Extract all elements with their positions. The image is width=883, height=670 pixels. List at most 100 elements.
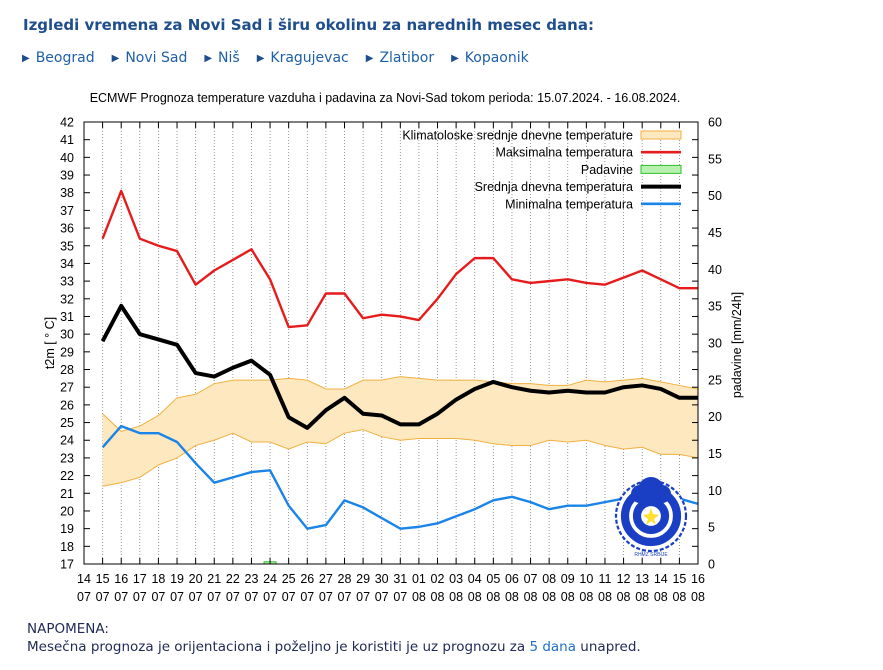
x-tick-label-month: 08 (412, 590, 426, 604)
y2-tick-label: 40 (708, 263, 722, 277)
x-tick-label-month: 08 (598, 590, 612, 604)
y-tick-label: 36 (60, 222, 74, 236)
city-link-novi-sad[interactable]: ▶ Novi Sad (112, 50, 188, 66)
x-tick-label-day: 15 (96, 572, 110, 586)
y-tick-label: 37 (60, 204, 74, 218)
y-tick-label: 34 (60, 257, 74, 271)
x-tick-label-day: 02 (431, 572, 445, 586)
y2-tick-label: 45 (708, 226, 722, 240)
x-tick-label-day: 27 (319, 572, 333, 586)
y-tick-label: 19 (60, 522, 74, 536)
min-temperature-line (101, 424, 699, 530)
city-link-beograd[interactable]: ▶ Beograd (22, 50, 95, 66)
arrow-right-icon: ▶ (22, 52, 30, 64)
x-tick-label-day: 17 (133, 572, 147, 586)
y-tick-label: 23 (60, 451, 74, 465)
city-link-zlatibor[interactable]: ▶ Zlatibor (366, 50, 434, 66)
arrow-right-icon: ▶ (256, 52, 265, 64)
x-tick-label-month: 08 (691, 590, 705, 604)
x-tick-label-month: 07 (133, 590, 147, 604)
x-tick-label-day: 23 (245, 572, 259, 586)
legend-label: Klimatoloske srednje dnevne temperature (402, 129, 633, 143)
y2-tick-label: 0 (708, 558, 715, 572)
x-tick-label-month: 07 (77, 590, 91, 604)
legend-swatch (640, 164, 682, 174)
y2-tick-label: 25 (708, 373, 722, 387)
x-tick-label-day: 01 (412, 572, 426, 586)
city-label: Kopaonik (464, 50, 529, 66)
y-tick-label: 29 (60, 345, 74, 359)
x-tick-label-month: 07 (375, 590, 389, 604)
x-tick-label-month: 07 (226, 590, 240, 604)
arrow-right-icon: ▶ (111, 52, 120, 64)
x-tick-label-month: 07 (96, 590, 110, 604)
note-text-part: Mesečna prognoza je orijentaciona i pože… (27, 639, 530, 655)
city-link-nis[interactable]: ▶ Niš (204, 50, 239, 66)
x-tick-label-day: 14 (77, 572, 91, 586)
x-tick-label-day: 06 (505, 572, 519, 586)
y2-tick-label: 20 (708, 410, 722, 424)
y-tick-label: 24 (60, 434, 74, 448)
x-tick-label-month: 07 (151, 590, 165, 604)
city-label: Kragujevac (270, 50, 349, 66)
y2-tick-label: 30 (708, 337, 722, 351)
y-tick-label: 26 (60, 398, 74, 412)
y2-axis-label: padavine [mm/24h] (730, 292, 744, 398)
x-tick-label-month: 08 (672, 590, 686, 604)
x-tick-label-day: 28 (338, 572, 352, 586)
y-tick-label: 39 (60, 169, 74, 183)
y-tick-label: 18 (60, 540, 74, 554)
x-tick-label-day: 19 (170, 572, 184, 586)
y2-tick-label: 35 (708, 300, 722, 314)
x-tick-label-day: 24 (263, 572, 277, 586)
x-tick-label-day: 10 (579, 572, 593, 586)
x-tick-label-month: 08 (431, 590, 445, 604)
x-tick-label-day: 08 (542, 572, 556, 586)
logo-sun-icon (643, 508, 659, 525)
x-tick-label-month: 08 (524, 590, 538, 604)
x-tick-label-month: 08 (468, 590, 482, 604)
y-tick-label: 25 (60, 416, 74, 430)
x-tick-label-day: 29 (356, 572, 370, 586)
x-tick-label-month: 08 (505, 590, 519, 604)
x-tick-label-day: 16 (114, 572, 128, 586)
note: NAPOMENA: Mesečna prognoza je orijentaci… (27, 620, 641, 656)
five-day-forecast-link[interactable]: 5 dana (529, 639, 577, 655)
city-label: Zlatibor (379, 50, 435, 66)
x-tick-label-day: 03 (449, 572, 463, 586)
arrow-right-icon: ▶ (451, 52, 459, 64)
page-heading: Izgledi vremena za Novi Sad i širu okoli… (23, 16, 594, 34)
y2-tick-label: 60 (708, 116, 722, 130)
city-label: Beograd (35, 50, 95, 66)
rhmz-logo (614, 477, 688, 553)
x-tick-label-day: 30 (375, 572, 389, 586)
x-tick-label-month: 08 (579, 590, 593, 604)
climatology-band (102, 376, 698, 487)
x-tick-label-day: 26 (300, 572, 314, 586)
y-tick-label: 41 (60, 133, 74, 147)
arrow-right-icon: ▶ (204, 52, 213, 64)
legend-label: Minimalna temperatura (505, 197, 633, 211)
y2-tick-label: 50 (708, 189, 722, 203)
note-title: NAPOMENA: (27, 621, 109, 637)
y-tick-label: 22 (60, 469, 74, 483)
temperature-precipitation-chart: ECMWF Prognoza temperature vazduha i pad… (43, 91, 744, 604)
y-axis-label: t2m [ ° C] (43, 317, 57, 369)
x-tick-label-month: 07 (170, 590, 184, 604)
climatology-upper-line (102, 376, 699, 432)
x-tick-label-day: 31 (393, 572, 407, 586)
logo-text: RHMZ SRBIJE (634, 552, 668, 558)
max-temperature-line (101, 189, 698, 329)
x-tick-label-month: 07 (189, 590, 203, 604)
legend-label: Maksimalna temperatura (495, 146, 633, 160)
x-tick-label-month: 07 (356, 590, 370, 604)
x-tick-label-month: 08 (542, 590, 556, 604)
city-label: Niš (218, 50, 240, 66)
x-tick-label-day: 07 (524, 572, 538, 586)
city-link-kragujevac[interactable]: ▶ Kragujevac (257, 50, 349, 66)
city-link-kopaonik[interactable]: ▶ Kopaonik (451, 50, 529, 66)
mean-temperature-line (100, 303, 698, 430)
arrow-right-icon: ▶ (365, 52, 374, 64)
x-tick-label-day: 13 (635, 572, 649, 586)
y-tick-label: 40 (60, 151, 74, 165)
